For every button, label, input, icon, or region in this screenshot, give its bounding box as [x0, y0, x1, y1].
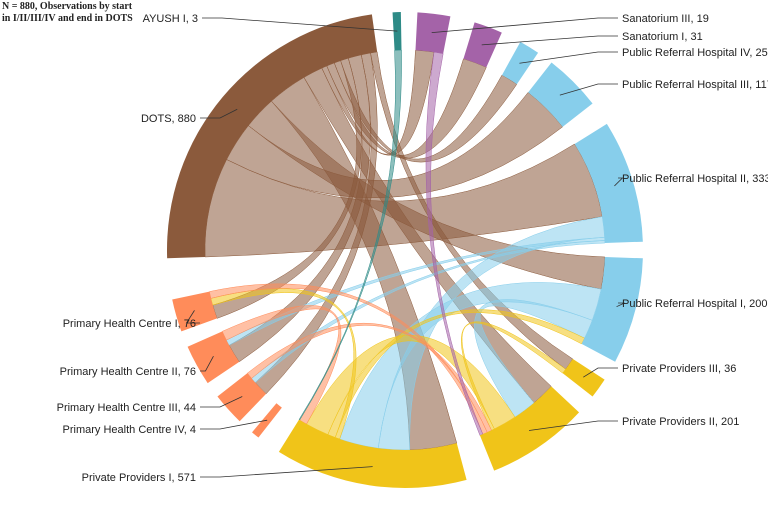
node-label-phc3: Primary Health Centre III, 44 — [57, 402, 196, 414]
leader-line-sanat1 — [481, 35, 618, 46]
chord-dots-sanat3-5 — [321, 50, 435, 156]
leader-line-phc2 — [200, 355, 214, 372]
chord-pp1-pp2-20 — [306, 335, 516, 435]
leader-line-phc4 — [200, 419, 268, 430]
chord-layer — [204, 49, 606, 451]
node-label-prh1: Public Referral Hospital I, 200 — [622, 298, 768, 310]
node-label-dots: DOTS, 880 — [141, 113, 196, 125]
chord-ayush1-pp1-26 — [298, 49, 402, 421]
leader-line-sanat3 — [431, 17, 618, 34]
node-label-sanat1: Sanatorium I, 31 — [622, 31, 703, 43]
leader-line-phc1 — [185, 310, 200, 324]
arc-prh1 — [581, 256, 643, 362]
arc-prh2 — [574, 123, 643, 244]
leader-line-prh1 — [616, 302, 625, 308]
arc-sanat3 — [415, 12, 451, 54]
node-label-prh2: Public Referral Hospital II, 333 — [622, 173, 768, 185]
leader-line-dots — [200, 108, 238, 119]
leader-line-phc3 — [200, 396, 243, 408]
arc-pp2 — [479, 386, 580, 471]
leader-line-pp1 — [200, 466, 373, 478]
node-label-pp2: Private Providers II, 201 — [622, 416, 739, 428]
node-label-prh4: Public Referral Hospital IV, 25 — [622, 47, 768, 59]
node-label-pp1: Private Providers I, 571 — [82, 472, 196, 484]
node-label-sanat3: Sanatorium III, 19 — [622, 13, 709, 25]
leader-line-prh2 — [614, 177, 624, 187]
node-label-ayush1: AYUSH I, 3 — [143, 13, 198, 25]
label-layer: AYUSH I, 3 Sanatorium III, 19 Sanatorium I… — [57, 13, 768, 484]
figure-note: N = 880, Observations by start in I/II/I… — [2, 1, 133, 24]
arc-phc2 — [187, 331, 240, 384]
leader-line-ayush1 — [202, 17, 398, 32]
node-label-phc1: Primary Health Centre I, 76 — [63, 318, 196, 330]
leader-line-prh4 — [519, 51, 618, 64]
node-label-pp3: Private Providers III, 36 — [622, 363, 736, 375]
node-label-phc4: Primary Health Centre IV, 4 — [63, 424, 196, 436]
node-label-prh3: Public Referral Hospital III, 117 — [622, 79, 768, 91]
arc-layer — [167, 12, 643, 489]
leader-line-pp2 — [528, 420, 618, 431]
leader-line-pp3 — [583, 367, 618, 378]
leader-line-prh3 — [559, 83, 618, 96]
node-label-phc2: Primary Health Centre II, 76 — [60, 366, 196, 378]
chord-dots-phc2-9 — [228, 54, 371, 363]
arc-pp3 — [562, 358, 605, 397]
arc-pp1 — [278, 419, 467, 489]
arc-phc1 — [172, 291, 218, 332]
arc-dots — [167, 14, 378, 259]
